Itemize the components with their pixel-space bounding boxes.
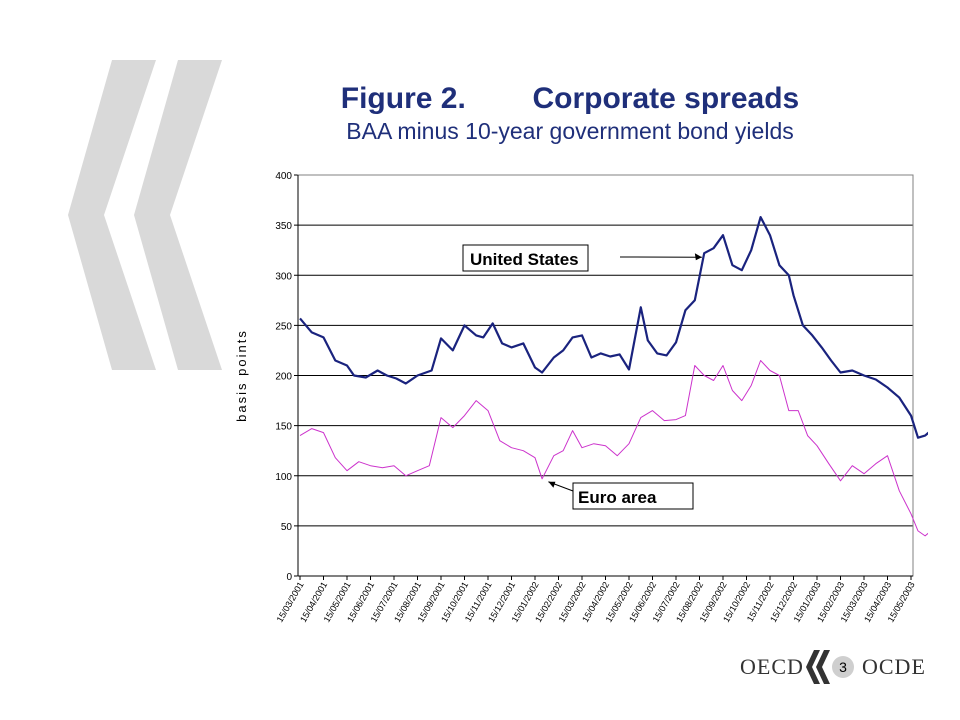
figure-title: Corporate spreads — [532, 82, 800, 115]
y-axis-title: basis points — [234, 329, 249, 422]
oecd-logo-icon — [806, 650, 830, 684]
euro-area-callout-label: Euro area — [578, 488, 657, 507]
united-states-series-line — [299, 216, 928, 439]
figure-number: Figure 2. — [340, 82, 466, 115]
y-tick-label: 400 — [275, 171, 292, 182]
united-states-arrow-head — [694, 253, 702, 261]
y-tick-label: 50 — [281, 522, 293, 533]
right-chevron-shape — [134, 60, 222, 370]
y-tick-label: 100 — [275, 472, 292, 483]
y-tick-label: 250 — [275, 321, 292, 332]
y-tick-label: 350 — [275, 221, 292, 232]
euro-area-arrow-head — [548, 481, 556, 488]
slide-subtitle: BAA minus 10-year government bond yields — [346, 118, 794, 144]
slide-title-block: Figure 2. Corporate spreads BAA minus 10… — [230, 82, 910, 145]
euro-area-series-line — [299, 360, 928, 537]
decorative-chevrons — [68, 60, 222, 370]
footer: OECD 3 OCDE — [740, 650, 940, 690]
left-chevron-shape — [68, 60, 156, 370]
united-states-callout-box — [462, 244, 589, 272]
y-tick-label: 0 — [286, 572, 292, 583]
y-tick-label: 200 — [275, 372, 292, 383]
united-states-callout-label: United States — [470, 250, 579, 269]
euro-area-callout-box — [572, 482, 694, 510]
footer-ocde-text: OCDE — [862, 654, 926, 679]
y-tick-label: 300 — [275, 271, 292, 282]
footer-oecd-text: OECD — [740, 654, 804, 679]
y-tick-label: 150 — [275, 422, 292, 433]
slide-title: Figure 2. Corporate spreads — [230, 82, 910, 116]
page-number-badge: 3 — [832, 656, 854, 678]
